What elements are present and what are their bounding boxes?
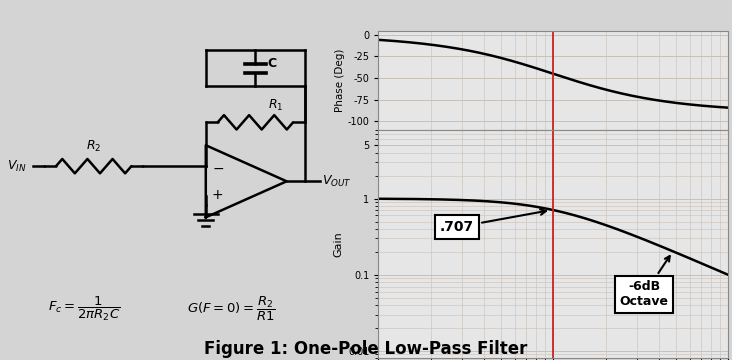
Text: C: C — [267, 57, 276, 70]
Text: $R_1$: $R_1$ — [268, 98, 283, 113]
Text: $F_c = \dfrac{1}{2\pi R_2 C}$: $F_c = \dfrac{1}{2\pi R_2 C}$ — [48, 295, 120, 323]
Text: $+$: $+$ — [212, 188, 223, 202]
Text: Figure 1: One-Pole Low-Pass Filter: Figure 1: One-Pole Low-Pass Filter — [204, 340, 528, 358]
Text: $R_2$: $R_2$ — [86, 139, 101, 154]
Text: $G(F=0) = \dfrac{R_2}{R1}$: $G(F=0) = \dfrac{R_2}{R1}$ — [187, 295, 276, 323]
Text: $V_{IN}$: $V_{IN}$ — [7, 159, 26, 174]
Text: -6dB
Octave: -6dB Octave — [619, 256, 670, 309]
Text: $-$: $-$ — [212, 161, 225, 175]
Y-axis label: Phase (Deg): Phase (Deg) — [335, 49, 345, 112]
Text: $V_{OUT}$: $V_{OUT}$ — [321, 174, 351, 189]
Y-axis label: Gain: Gain — [334, 231, 344, 257]
Text: .707: .707 — [439, 209, 546, 234]
